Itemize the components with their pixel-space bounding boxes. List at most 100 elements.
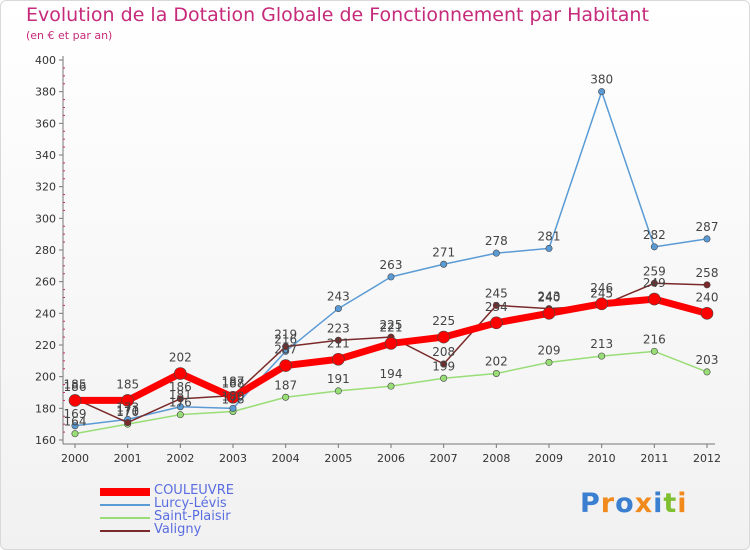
- data-label-valigny: 186: [169, 380, 192, 394]
- data-label-valigny: 186: [64, 380, 87, 394]
- data-point-valigny: [176, 395, 184, 403]
- data-label-valigny: 243: [538, 290, 561, 304]
- data-point-couleuvre: [68, 394, 82, 407]
- data-label-valigny: 219: [274, 328, 297, 342]
- data-label-saint-plaisir: 164: [64, 415, 87, 429]
- data-point-couleuvre: [595, 297, 608, 311]
- data-label-couleuvre: 234: [485, 300, 508, 314]
- x-tick-label: 2012: [693, 452, 721, 465]
- data-label-lurcy-l-vis: 271: [432, 245, 455, 259]
- data-label-valigny: 258: [696, 266, 719, 280]
- data-label-lurcy-l-vis: 180: [222, 389, 245, 403]
- x-tick-label: 2003: [219, 452, 247, 465]
- data-label-saint-plaisir: 209: [538, 343, 561, 357]
- legend-swatch-valigny: [100, 530, 150, 532]
- data-label-lurcy-l-vis: 380: [590, 73, 613, 87]
- logo-letter: t: [663, 488, 678, 519]
- data-label-lurcy-l-vis: 169: [64, 407, 87, 421]
- x-tick-label: 2002: [166, 452, 194, 465]
- y-tick-label: 180: [35, 402, 56, 415]
- data-label-valigny: 171: [116, 404, 139, 418]
- legend-item-lurcy-levis: Lurcy-Lévis: [100, 496, 360, 511]
- y-tick-label: 360: [35, 117, 56, 130]
- data-point-lurcy-l-vis: [703, 235, 711, 243]
- data-point-lurcy-l-vis: [229, 404, 237, 412]
- chart-title: Evolution de la Dotation Globale de Fonc…: [26, 4, 649, 26]
- data-point-saint-plaisir: [492, 369, 500, 377]
- y-tick-label: 220: [35, 339, 56, 352]
- data-point-lurcy-l-vis: [440, 260, 448, 268]
- data-point-couleuvre: [542, 307, 556, 320]
- data-label-lurcy-l-vis: 181: [169, 388, 192, 402]
- data-label-saint-plaisir: 194: [380, 367, 403, 381]
- data-point-couleuvre: [226, 390, 240, 404]
- data-label-valigny: 225: [380, 318, 403, 332]
- data-label-lurcy-l-vis: 278: [485, 234, 508, 248]
- data-label-saint-plaisir: 178: [222, 393, 245, 407]
- data-label-couleuvre: 207: [274, 343, 297, 357]
- data-label-saint-plaisir: 213: [590, 337, 613, 351]
- data-point-couleuvre: [490, 316, 503, 330]
- legend-swatch-lurcy-levis: [100, 504, 150, 506]
- data-point-couleuvre: [279, 359, 292, 372]
- data-point-valigny: [334, 336, 342, 344]
- data-label-lurcy-l-vis: 216: [274, 332, 297, 346]
- data-point-valigny: [650, 279, 658, 287]
- data-label-valigny: 245: [590, 286, 613, 300]
- data-point-lurcy-l-vis: [598, 88, 606, 96]
- data-point-lurcy-l-vis: [334, 305, 342, 313]
- data-point-valigny: [282, 343, 290, 351]
- y-tick-label: 320: [35, 181, 56, 194]
- data-point-saint-plaisir: [387, 382, 395, 390]
- data-label-couleuvre: 249: [643, 276, 666, 290]
- data-label-saint-plaisir: 191: [327, 372, 350, 386]
- x-tick-label: 2010: [588, 452, 616, 465]
- y-tick-label: 400: [35, 54, 56, 67]
- data-point-couleuvre: [700, 307, 714, 320]
- data-label-lurcy-l-vis: 263: [380, 258, 403, 272]
- data-point-valigny: [440, 360, 448, 368]
- proxiti-logo: Proxiti: [580, 488, 688, 519]
- data-label-couleuvre: 185: [64, 377, 87, 391]
- x-tick-label: 2007: [430, 452, 458, 465]
- logo-letter: o: [615, 488, 635, 519]
- data-label-lurcy-l-vis: 287: [696, 220, 719, 234]
- x-tick-label: 2000: [61, 452, 89, 465]
- x-tick-label: 2008: [482, 452, 510, 465]
- data-label-valigny: 259: [643, 264, 666, 278]
- data-label-saint-plaisir: 203: [696, 353, 719, 367]
- data-label-valigny: 245: [485, 286, 508, 300]
- legend-item-saint-plaisir: Saint-Plaisir: [100, 509, 360, 524]
- data-point-valigny: [124, 419, 132, 427]
- legend-item-valigny: Valigny: [100, 522, 360, 537]
- legend: COULEUVRE Lurcy-Lévis Saint-Plaisir Vali…: [100, 483, 360, 537]
- data-label-valigny: 223: [327, 321, 350, 335]
- legend-label-lurcy-levis: Lurcy-Lévis: [154, 496, 227, 511]
- data-label-couleuvre: 240: [538, 290, 561, 304]
- data-point-lurcy-l-vis: [176, 403, 184, 411]
- x-tick-label: 2004: [272, 452, 300, 465]
- logo-letter: x: [634, 488, 654, 519]
- x-tick-label: 2011: [640, 452, 668, 465]
- logo-letter: r: [600, 488, 616, 519]
- data-point-couleuvre: [437, 330, 450, 344]
- y-tick-label: 300: [35, 212, 56, 225]
- data-label-couleuvre: 246: [590, 281, 613, 295]
- data-label-lurcy-l-vis: 281: [538, 229, 561, 243]
- x-tick-label: 2009: [535, 452, 563, 465]
- data-label-couleuvre: 225: [432, 314, 455, 328]
- y-tick-label: 240: [35, 307, 56, 320]
- legend-label-saint-plaisir: Saint-Plaisir: [154, 509, 231, 524]
- data-label-valigny: 188: [222, 377, 245, 391]
- data-label-couleuvre: 185: [116, 377, 139, 391]
- logo-letter: P: [580, 488, 601, 519]
- legend-label-valigny: Valigny: [154, 522, 202, 537]
- data-label-couleuvre: 240: [696, 290, 719, 304]
- data-label-lurcy-l-vis: 243: [327, 290, 350, 304]
- legend-swatch-couleuvre: [100, 488, 150, 496]
- data-point-saint-plaisir: [71, 430, 79, 438]
- data-point-saint-plaisir: [176, 411, 184, 419]
- data-point-couleuvre: [174, 367, 187, 380]
